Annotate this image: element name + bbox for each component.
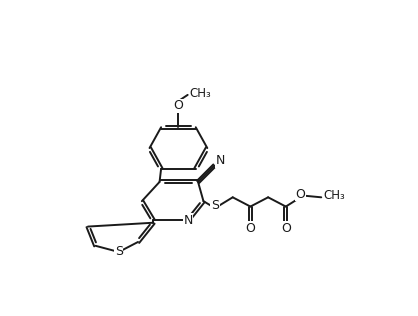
Text: O: O	[296, 188, 306, 201]
Text: O: O	[245, 222, 255, 234]
Text: N: N	[216, 155, 225, 167]
Text: O: O	[281, 222, 291, 234]
Text: O: O	[173, 99, 184, 112]
Text: CH₃: CH₃	[324, 189, 345, 202]
Text: CH₃: CH₃	[189, 87, 211, 100]
Text: S: S	[211, 199, 219, 212]
Text: S: S	[115, 246, 123, 258]
Text: N: N	[184, 214, 193, 227]
